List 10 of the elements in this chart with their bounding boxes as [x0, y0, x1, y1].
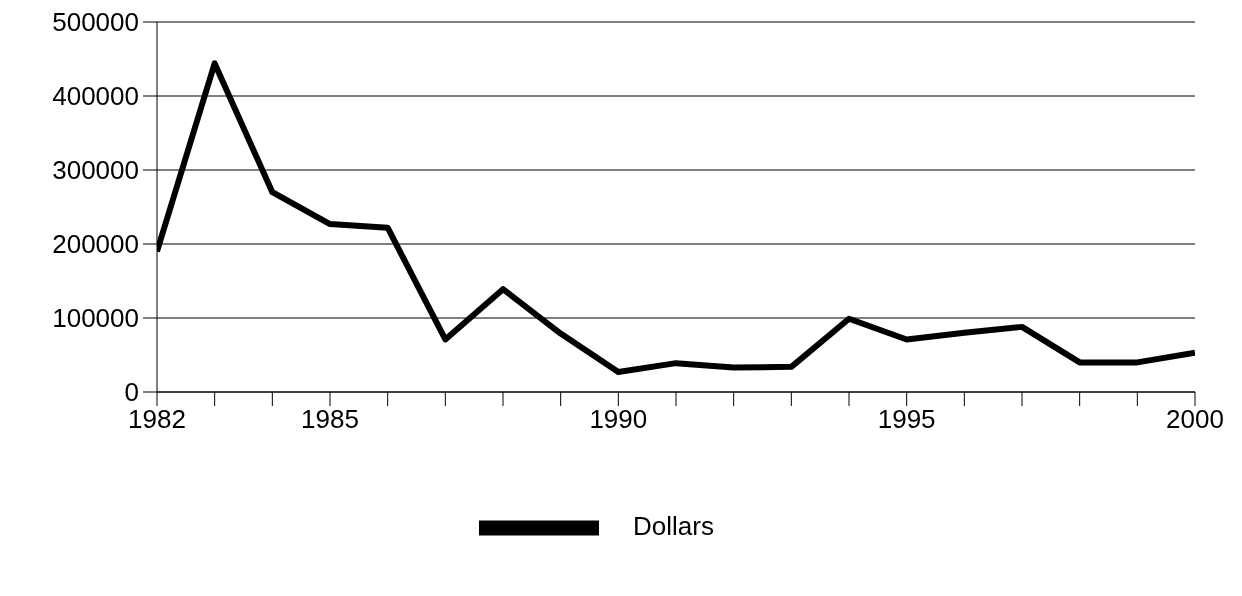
x-tick-label: 1990 [589, 404, 648, 435]
x-tick-label: 1985 [301, 404, 359, 435]
y-tick-label: 400000 [52, 81, 139, 112]
x-tick-label: 1995 [877, 404, 936, 435]
y-tick-label: 300000 [52, 155, 139, 186]
y-tick-label: 200000 [52, 229, 139, 260]
x-tick-label: 2000 [1166, 404, 1224, 435]
legend-label: Dollars [633, 510, 714, 541]
y-tick-label: 100000 [52, 303, 139, 334]
y-tick-label: 500000 [52, 7, 139, 38]
